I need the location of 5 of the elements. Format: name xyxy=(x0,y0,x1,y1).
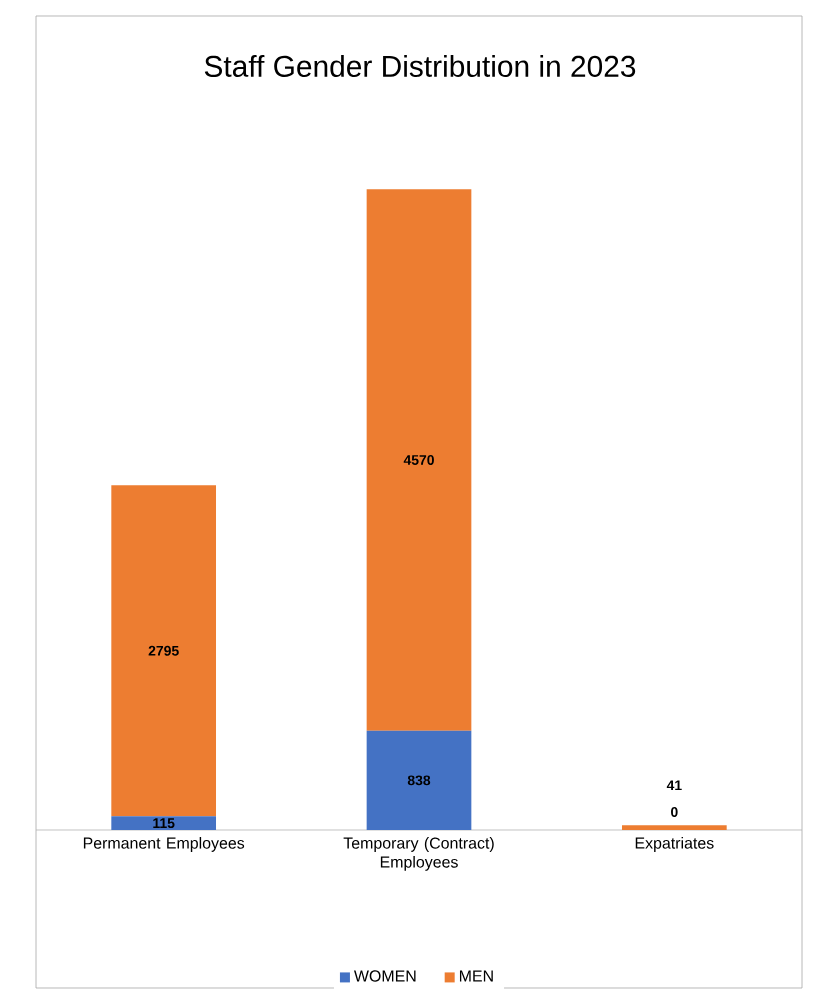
bar xyxy=(111,485,217,817)
bar xyxy=(366,189,472,731)
chart-title: Staff Gender Distribution in 2023 xyxy=(204,55,636,77)
bar xyxy=(366,730,472,830)
bar xyxy=(111,816,217,830)
